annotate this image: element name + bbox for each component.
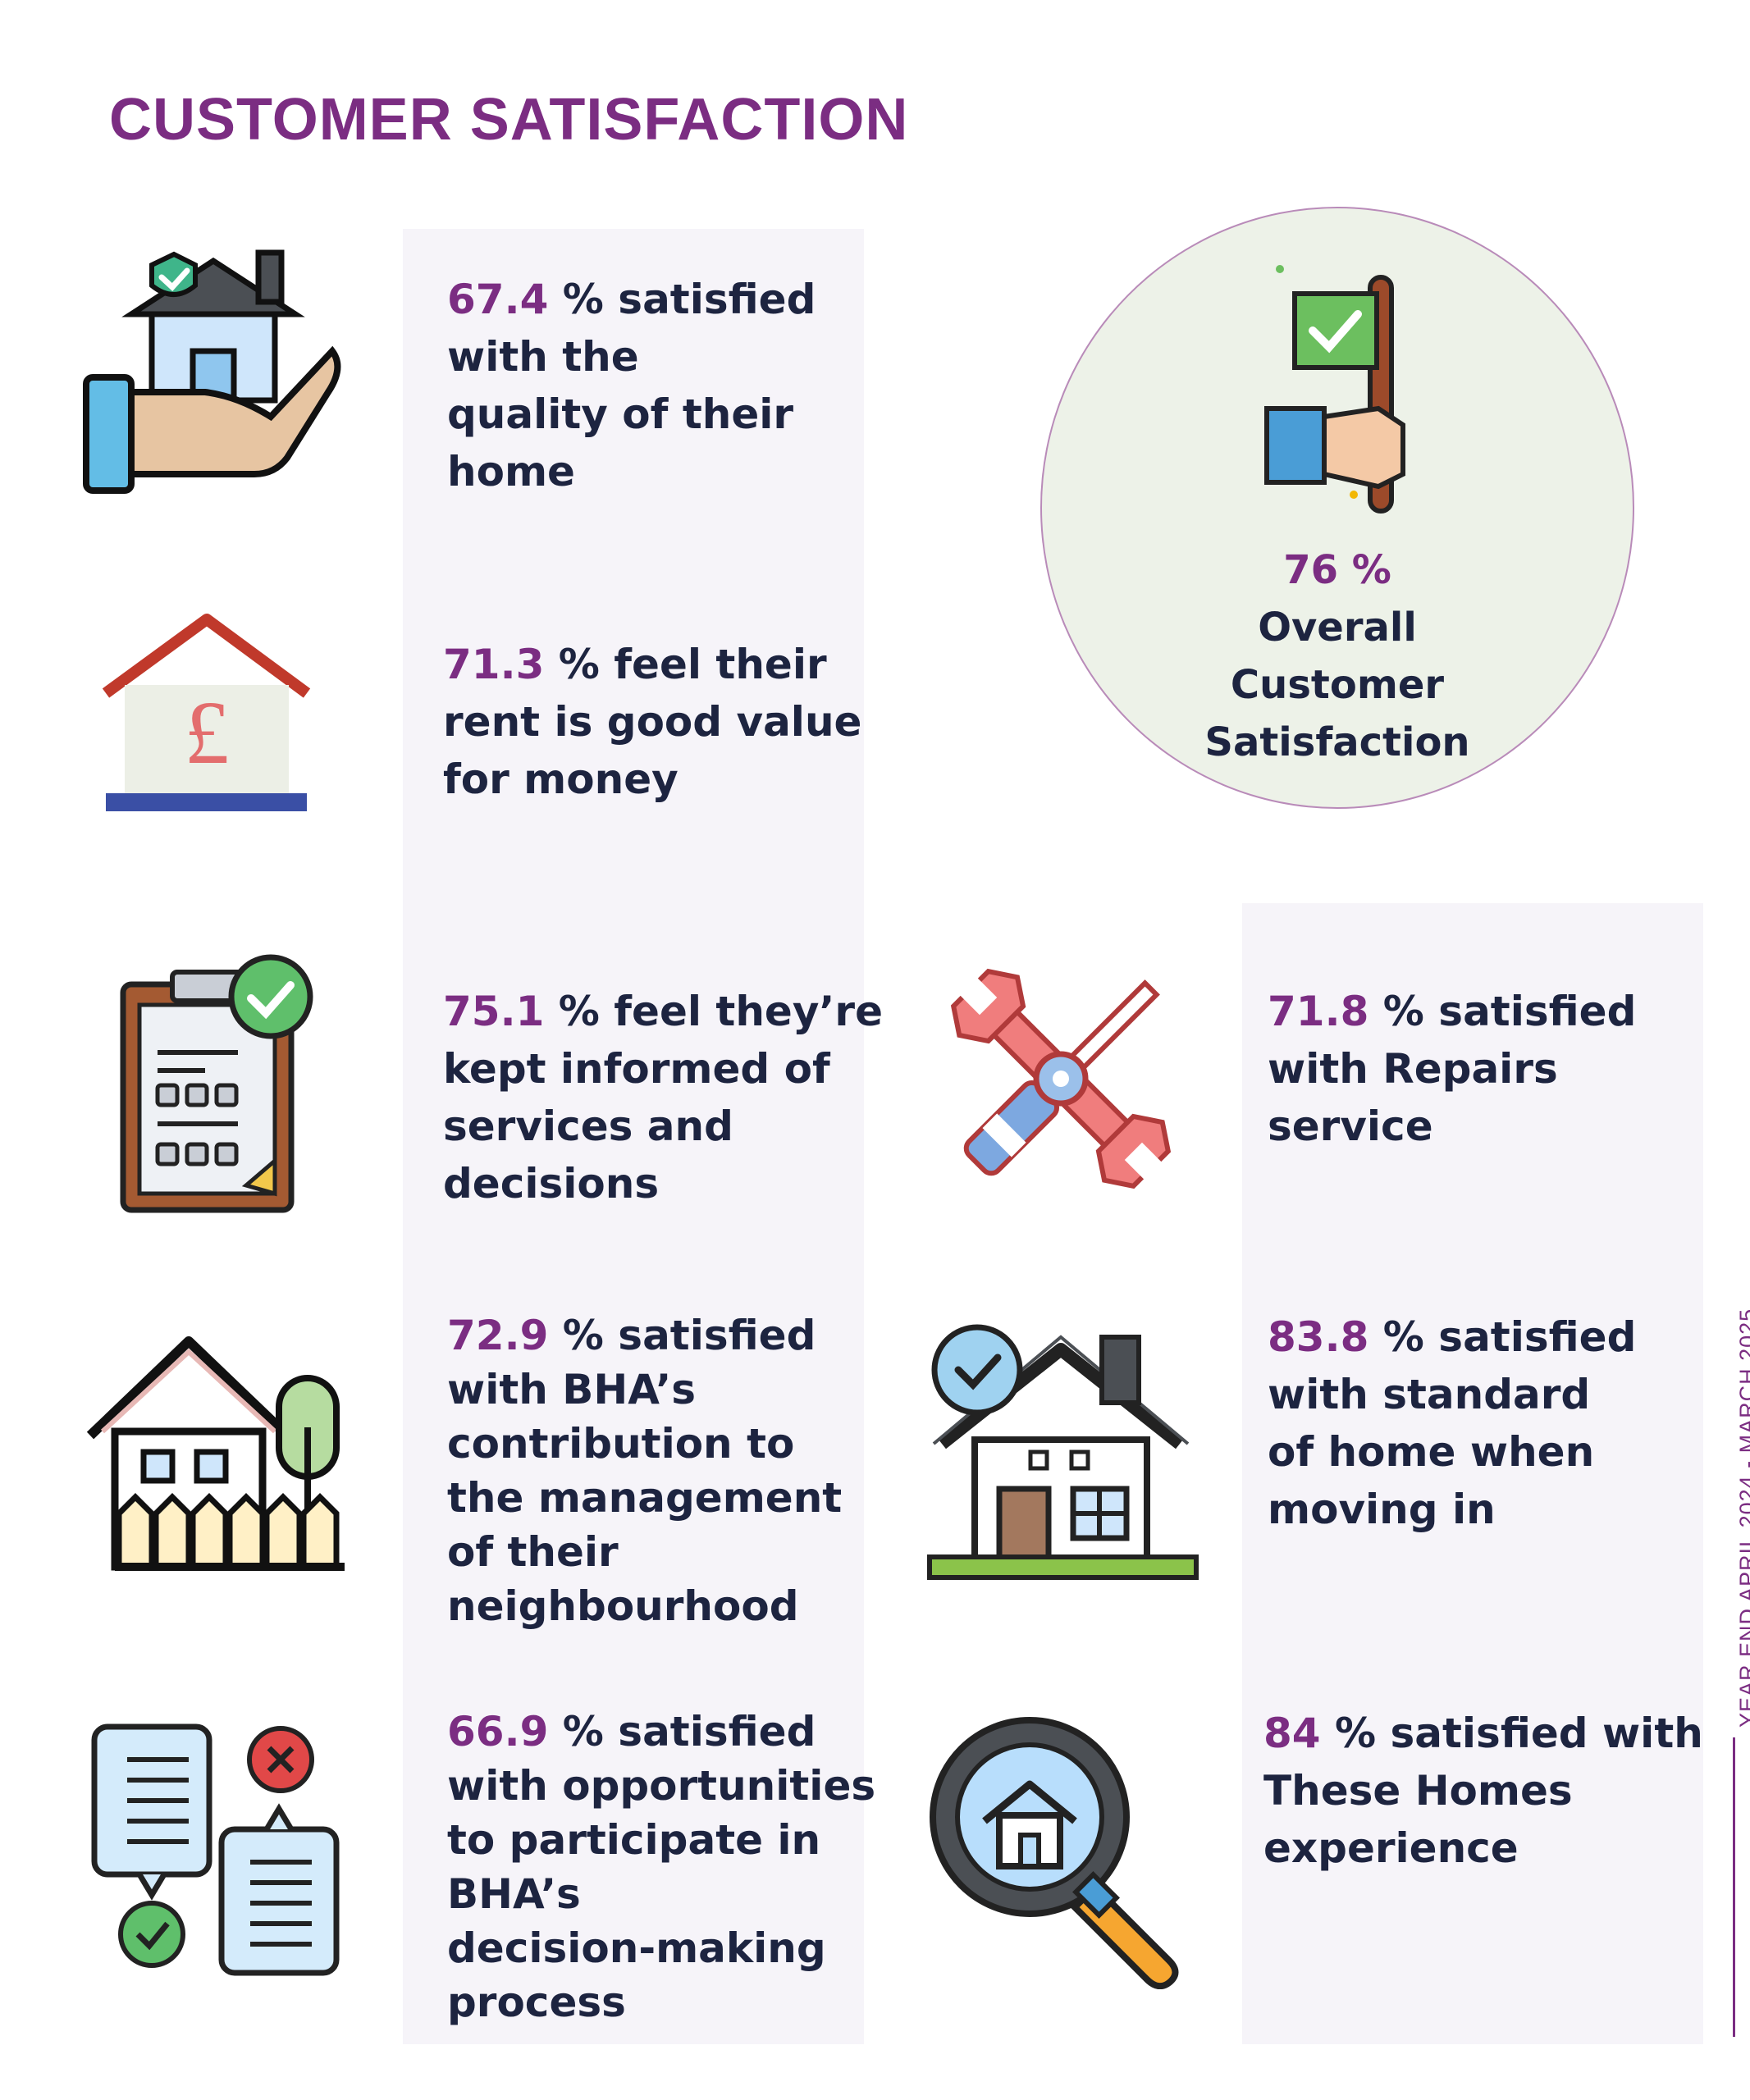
stat-text-line: of their bbox=[447, 1528, 619, 1576]
stat-text-line: services and bbox=[443, 1102, 733, 1150]
stats-panel-left bbox=[403, 229, 864, 2044]
stat-value: 75.1 bbox=[443, 988, 545, 1035]
svg-text:£: £ bbox=[185, 682, 230, 783]
stat-text-line: contribution to bbox=[447, 1420, 795, 1468]
stat-rent-value: 71.3 % feel their rent is good value for… bbox=[443, 636, 861, 808]
stats-panel-right bbox=[1242, 903, 1703, 2044]
stat-value: 71.3 bbox=[443, 641, 545, 688]
stat-text-line: % satisfied bbox=[1382, 988, 1637, 1035]
stat-text-line: for money bbox=[443, 756, 679, 803]
stat-text-line: % satisfied bbox=[1382, 1313, 1637, 1361]
stat-text-line: moving in bbox=[1268, 1486, 1496, 1533]
stat-text-line: % satisfied with bbox=[1335, 1710, 1703, 1757]
chat-feedback-icon bbox=[91, 1723, 340, 1976]
stat-text-line: BHA’s bbox=[447, 1870, 581, 1918]
stat-value: 71.8 bbox=[1268, 988, 1369, 1035]
stat-value: 67.4 bbox=[447, 276, 549, 323]
page-title: CUSTOMER SATISFACTION bbox=[109, 87, 909, 153]
house-in-hand-icon bbox=[83, 249, 341, 494]
overall-line: Satisfaction bbox=[1204, 719, 1470, 765]
stat-text-line: to participate in bbox=[447, 1816, 821, 1864]
hand-flag-check-icon bbox=[1264, 265, 1405, 514]
stat-text-line: of home when bbox=[1268, 1428, 1595, 1476]
reporting-period-label: YEAR END APRIL 2024 - MARCH 2025 bbox=[1735, 1308, 1750, 1728]
stat-text-line: % satisfied bbox=[562, 276, 816, 323]
stat-text-line: process bbox=[447, 1979, 626, 2026]
stat-text-line: % feel they’re bbox=[558, 988, 883, 1035]
stat-participate: 66.9 % satisfied with opportunities to p… bbox=[447, 1705, 875, 2029]
stat-text-line: with opportunities bbox=[447, 1762, 876, 1810]
verified-house-icon bbox=[927, 1324, 1199, 1580]
stat-value: 72.9 bbox=[447, 1312, 549, 1359]
stat-neighbourhood: 72.9 % satisfied with BHA’s contribution… bbox=[447, 1308, 842, 1633]
stat-text-line: decisions bbox=[443, 1160, 660, 1208]
stat-text-line: decision-making bbox=[447, 1924, 826, 1972]
stat-text-line: quality of their bbox=[447, 390, 794, 438]
side-divider-line bbox=[1733, 1737, 1735, 2037]
overall-value: 76 % bbox=[1283, 547, 1391, 593]
stat-text-line: the management bbox=[447, 1474, 843, 1522]
stat-value: 66.9 bbox=[447, 1708, 549, 1755]
stat-text-line: with the bbox=[447, 333, 639, 381]
stat-text-line: % feel their bbox=[558, 641, 827, 688]
stat-these-homes: 84 % satisfied with These Homes experien… bbox=[1263, 1705, 1703, 1877]
stat-text-line: with standard bbox=[1268, 1371, 1591, 1418]
overall-line: Customer bbox=[1230, 662, 1445, 708]
house-fence-tree-icon bbox=[86, 1336, 345, 1571]
overall-line: Overall bbox=[1258, 605, 1417, 651]
magnifier-house-icon bbox=[930, 1717, 1179, 1989]
stat-text-line: with Repairs bbox=[1268, 1045, 1558, 1093]
stat-value: 84 bbox=[1263, 1710, 1321, 1757]
pound-house-icon: £ bbox=[102, 614, 311, 811]
stat-text-line: with BHA’s bbox=[447, 1366, 697, 1413]
stat-text-line: home bbox=[447, 448, 575, 495]
stat-text-line: rent is good value bbox=[443, 698, 862, 746]
stat-text-line: neighbourhood bbox=[447, 1582, 799, 1630]
clipboard-checklist-icon bbox=[120, 954, 313, 1213]
stat-text-line: These Homes bbox=[1263, 1767, 1573, 1815]
wrench-screwdriver-icon bbox=[950, 968, 1172, 1189]
overall-satisfaction-text: 76 % Overall Customer Satisfaction bbox=[1040, 541, 1634, 771]
stat-text-line: service bbox=[1268, 1102, 1433, 1150]
stat-text-line: experience bbox=[1263, 1824, 1519, 1872]
stat-quality-home: 67.4 % satisfied with the quality of the… bbox=[447, 271, 816, 500]
stat-repairs: 71.8 % satisfied with Repairs service bbox=[1268, 983, 1636, 1155]
stat-text-line: kept informed of bbox=[443, 1045, 830, 1093]
stat-text-line: % satisfied bbox=[562, 1312, 816, 1359]
stat-moving-in: 83.8 % satisfied with standard of home w… bbox=[1268, 1308, 1636, 1538]
stat-text-line: % satisfied bbox=[562, 1708, 816, 1755]
stat-value: 83.8 bbox=[1268, 1313, 1369, 1361]
stat-kept-informed: 75.1 % feel they’re kept informed of ser… bbox=[443, 983, 883, 1212]
